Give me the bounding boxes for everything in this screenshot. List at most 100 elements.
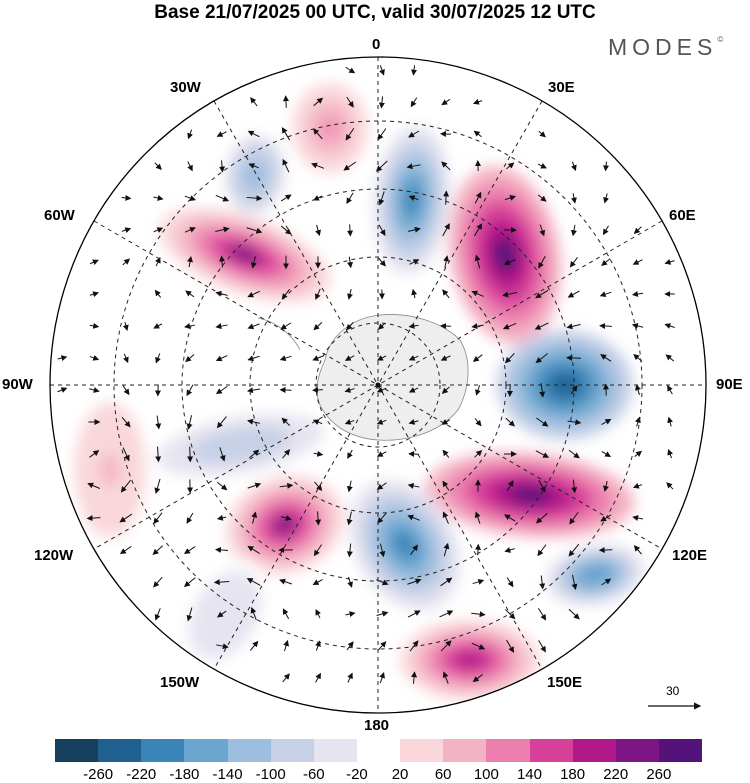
wind-vector-arrow	[247, 290, 260, 298]
wind-vector-arrow	[632, 482, 643, 489]
colorbar-tick-label: 20	[391, 766, 409, 783]
wind-vector-arrow	[506, 577, 514, 588]
wind-vector-arrow	[122, 447, 130, 462]
wind-vector-arrow	[408, 355, 419, 361]
colorbar-tick-label: -180	[169, 766, 200, 783]
wind-vector-arrow	[602, 383, 609, 396]
colorbar-swatch	[270, 739, 314, 762]
wind-vector-arrow	[377, 512, 387, 524]
wind-vector-arrow	[186, 512, 194, 524]
positive-anomaly-60w	[159, 207, 331, 303]
positive-anomaly-95w-contour	[101, 453, 119, 487]
wind-vector-arrow	[89, 259, 99, 266]
wind-vector-arrow	[600, 354, 612, 362]
wind-vector-arrow	[249, 449, 260, 459]
wind-vector-arrow	[472, 354, 483, 362]
wind-vector-arrow	[281, 288, 291, 300]
wind-vector-arrow	[474, 254, 481, 269]
wind-vector-arrow	[247, 545, 261, 555]
wind-vector-arrow	[186, 607, 193, 622]
wind-vector-arrow	[184, 195, 197, 201]
wind-vector-arrow	[408, 322, 419, 329]
wind-vector-arrow	[633, 545, 642, 555]
wind-vector-arrow	[376, 419, 387, 425]
wind-vector-arrow	[379, 671, 385, 684]
positive-anomaly-150e	[400, 620, 540, 700]
wind-vector-arrow	[279, 355, 292, 362]
wind-vector-arrow	[250, 256, 257, 269]
wind-vector-arrow	[409, 259, 420, 265]
wind-vector-arrow	[377, 641, 387, 651]
wind-vector-arrow	[346, 543, 353, 558]
wind-vector-arrow	[247, 130, 260, 138]
wind-vector-arrow	[407, 482, 420, 489]
wind-vectors	[57, 65, 675, 684]
wind-vector-arrow	[315, 640, 321, 651]
wind-vector-arrow	[155, 353, 161, 364]
wind-vector-arrow	[155, 415, 162, 430]
wind-vector-arrow	[472, 674, 483, 683]
negative-anomaly-45w-contour	[248, 167, 262, 183]
wind-vector-arrow	[184, 227, 196, 233]
wind-vector-arrow	[472, 578, 485, 585]
wind-vector-arrow	[538, 640, 546, 653]
wind-vector-arrow	[568, 543, 580, 557]
wind-vector-arrow	[409, 640, 419, 652]
wind-vector-arrow	[345, 66, 356, 74]
wind-vector-arrow	[282, 673, 290, 683]
lon-label-120w: 120W	[34, 547, 74, 564]
wind-vector-arrow	[571, 479, 578, 494]
wind-vector-arrow	[506, 162, 515, 170]
wind-vector-arrow	[504, 514, 516, 522]
wind-vector-arrow	[407, 610, 421, 618]
wind-vector-arrow	[155, 446, 162, 463]
negative-anomaly-135w-contour	[215, 603, 235, 627]
wind-vector-arrow	[246, 387, 261, 394]
lon-label-30w: 30W	[170, 79, 201, 96]
positive-anomaly-20w	[292, 83, 368, 173]
colorbar-tick-label: -260	[83, 766, 114, 783]
wind-vector-arrow	[184, 323, 196, 329]
wind-vector-arrow	[667, 448, 674, 459]
wind-vector-arrow	[603, 161, 610, 172]
wind-vector-arrow	[313, 97, 324, 107]
lon-label-150w: 150W	[160, 674, 200, 691]
wind-vector-arrow	[376, 355, 387, 361]
wind-vector-arrow	[504, 195, 517, 201]
wind-vector-arrow	[443, 190, 450, 205]
wind-vector-arrow	[378, 224, 386, 236]
wind-vector-arrow	[152, 545, 164, 556]
positive-anomaly-60w-contour	[227, 245, 263, 265]
wind-vector-arrow	[439, 610, 454, 618]
wind-vector-arrow	[313, 322, 323, 331]
colorbar-tick-label: -20	[346, 766, 368, 783]
wind-vector-arrow	[566, 354, 581, 361]
wind-vector-arrow	[441, 419, 450, 425]
wind-vector-arrow	[537, 194, 547, 202]
colorbar-swatch	[141, 739, 185, 762]
wind-vector-arrow	[602, 225, 609, 236]
wind-vector-arrow	[281, 127, 291, 141]
wind-vector-arrow	[120, 479, 131, 493]
lon-label-60w: 60W	[44, 207, 75, 224]
wind-vector-arrow	[379, 543, 386, 558]
wind-vector-arrow	[376, 387, 387, 393]
wind-vector-arrow	[443, 542, 450, 557]
wind-vector-arrow	[664, 259, 675, 265]
wind-vector-arrow	[502, 322, 517, 330]
wind-vector-arrow	[153, 227, 164, 233]
wind-vector-arrow	[410, 97, 418, 108]
colorbar-swatch	[184, 739, 228, 762]
wind-vector-arrow	[471, 290, 484, 297]
map-border	[49, 56, 707, 714]
wind-vector-arrow	[280, 194, 292, 202]
wind-vector-arrow	[601, 418, 612, 426]
wind-vector-arrow	[153, 195, 164, 201]
wind-vector-arrow	[442, 671, 449, 684]
wind-vector-arrow	[217, 481, 228, 491]
wind-vector-arrow	[345, 127, 355, 141]
wind-vector-arrow	[246, 227, 263, 234]
wind-vector-arrow	[216, 131, 227, 137]
wind-vector-arrow	[407, 514, 420, 521]
wind-vector-arrow	[599, 322, 612, 329]
